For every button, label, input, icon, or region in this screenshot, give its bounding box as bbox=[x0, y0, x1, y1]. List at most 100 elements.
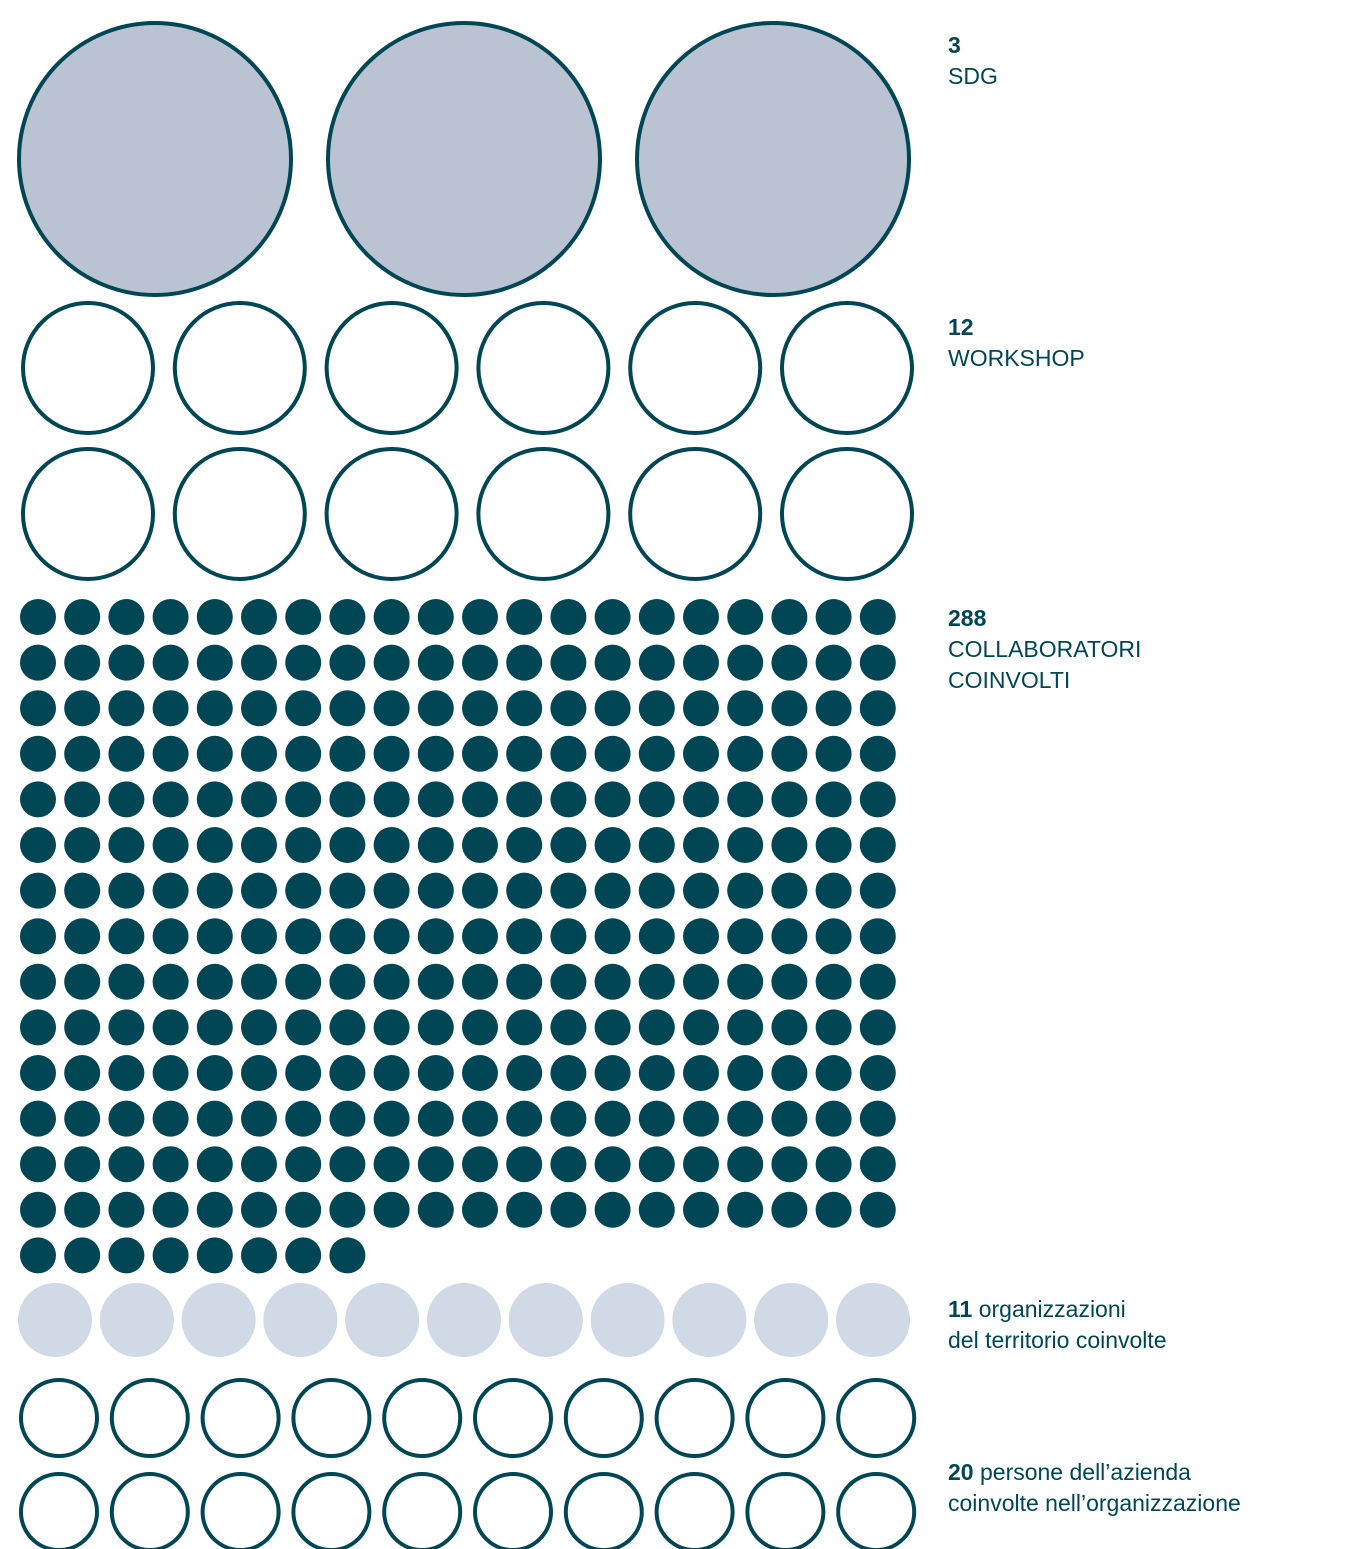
collaboratore-dot bbox=[638, 1146, 675, 1183]
collaboratore-dot bbox=[417, 963, 454, 1000]
organizzazione-circle bbox=[345, 1283, 420, 1357]
persona-circle bbox=[200, 1472, 281, 1549]
collaboratore-dot bbox=[20, 1009, 56, 1046]
organizzazione-circle bbox=[427, 1283, 501, 1357]
collaboratore-dot bbox=[594, 690, 631, 727]
collaboratore-dot bbox=[196, 1146, 233, 1183]
collaboratore-dot bbox=[64, 827, 101, 863]
collaboratore-dot bbox=[683, 735, 719, 772]
collaboratore-dot bbox=[64, 599, 101, 635]
collaboratore-dot bbox=[638, 599, 675, 635]
collaboratore-dot bbox=[594, 599, 631, 635]
workshop-circle bbox=[780, 447, 914, 581]
collaboratore-dot bbox=[462, 827, 498, 863]
collaboratore-dot bbox=[329, 1009, 366, 1046]
persona-circle bbox=[200, 1378, 281, 1458]
workshop-circle bbox=[324, 301, 459, 435]
collaboratore-dot bbox=[373, 1191, 410, 1228]
workshop-circle bbox=[476, 301, 611, 435]
collaboratore-dot bbox=[285, 827, 322, 863]
collaboratore-dot bbox=[152, 1191, 189, 1228]
collaboratore-dot bbox=[241, 644, 277, 681]
collaboratore-dot bbox=[196, 872, 233, 909]
collaboratore-dot bbox=[108, 918, 145, 955]
collaboratore-dot bbox=[771, 735, 808, 772]
collaboratore-dot bbox=[638, 644, 675, 681]
collaboratore-dot bbox=[638, 872, 675, 909]
collaboratore-dot bbox=[285, 872, 322, 909]
collaboratore-dot bbox=[771, 963, 808, 1000]
collaboratore-dot bbox=[462, 1009, 498, 1046]
collaboratore-dot bbox=[462, 1100, 498, 1137]
collaboratore-dot bbox=[550, 599, 587, 635]
collaboratore-dot bbox=[241, 1055, 277, 1091]
collaboratore-dot bbox=[638, 781, 675, 818]
collaboratore-dot bbox=[771, 644, 808, 681]
collaboratore-dot bbox=[506, 1055, 543, 1091]
organizzazione-circle bbox=[99, 1283, 174, 1357]
collaboratore-dot bbox=[20, 1191, 56, 1228]
collaboratore-dot bbox=[771, 1191, 808, 1228]
label-persone-number: 20 bbox=[948, 1459, 974, 1485]
workshop-circle bbox=[21, 301, 155, 435]
organizzazione-circle bbox=[672, 1283, 747, 1357]
collaboratore-dot bbox=[594, 827, 631, 863]
persona-circle bbox=[382, 1472, 463, 1549]
collaboratore-dot bbox=[373, 735, 410, 772]
collaboratore-dot bbox=[417, 1100, 454, 1137]
collaboratore-dot bbox=[241, 918, 277, 955]
label-sdg-text: SDG bbox=[948, 63, 998, 89]
collaboratore-dot bbox=[20, 781, 56, 818]
collaboratore-dot bbox=[196, 918, 233, 955]
collaboratore-dot bbox=[771, 1146, 808, 1183]
collaboratore-dot bbox=[417, 1191, 454, 1228]
collaboratore-dot bbox=[285, 599, 322, 635]
persona-circle bbox=[109, 1378, 190, 1458]
persona-circle bbox=[654, 1378, 735, 1458]
workshop-circle bbox=[172, 447, 307, 581]
persona-circle bbox=[19, 1472, 99, 1549]
collaboratore-dot bbox=[859, 1100, 896, 1137]
label-collaboratori: 288 COLLABORATORI COINVOLTI bbox=[948, 603, 1141, 696]
collaboratore-dot bbox=[815, 1009, 852, 1046]
collaboratore-dot bbox=[771, 1055, 808, 1091]
collaboratore-dot bbox=[550, 1009, 587, 1046]
collaboratore-dot bbox=[683, 781, 719, 818]
collaboratore-dot bbox=[108, 1237, 145, 1274]
collaboratore-dot bbox=[20, 690, 56, 727]
collaboratore-dot bbox=[727, 644, 764, 681]
collaboratore-dot bbox=[196, 690, 233, 727]
collaboratore-dot bbox=[506, 1191, 543, 1228]
persona-circle bbox=[563, 1472, 644, 1549]
collaboratore-dot bbox=[64, 644, 101, 681]
collaboratore-dot bbox=[859, 644, 896, 681]
collaboratore-dot bbox=[20, 1237, 56, 1274]
collaboratore-dot bbox=[20, 599, 56, 635]
collaboratore-dot bbox=[683, 599, 719, 635]
collaboratore-dot bbox=[815, 599, 852, 635]
collaboratore-dot bbox=[108, 1146, 145, 1183]
label-organizzazioni-text-line2: del territorio coinvolte bbox=[948, 1327, 1167, 1353]
organizzazione-circle bbox=[508, 1283, 583, 1357]
collaboratore-dot bbox=[594, 781, 631, 818]
collaboratore-dot bbox=[727, 599, 764, 635]
collaboratore-dot bbox=[417, 781, 454, 818]
collaboratore-dot bbox=[506, 1009, 543, 1046]
collaboratore-dot bbox=[683, 1191, 719, 1228]
collaboratore-dot bbox=[771, 1009, 808, 1046]
collaboratore-dot bbox=[550, 872, 587, 909]
collaboratore-dot bbox=[462, 690, 498, 727]
label-workshop-number: 12 bbox=[948, 314, 974, 340]
workshop-circle bbox=[324, 447, 459, 581]
collaboratore-dot bbox=[594, 1191, 631, 1228]
collaboratore-dot bbox=[683, 1100, 719, 1137]
label-organizzazioni-number: 11 bbox=[948, 1296, 973, 1322]
collaboratore-dot bbox=[506, 644, 543, 681]
collaboratore-dot bbox=[329, 1146, 366, 1183]
collaboratore-dot bbox=[417, 872, 454, 909]
collaboratore-dot bbox=[108, 1191, 145, 1228]
collaboratore-dot bbox=[152, 644, 189, 681]
label-persone-text-line1: persone dell’azienda bbox=[979, 1459, 1191, 1485]
collaboratore-dot bbox=[64, 1191, 101, 1228]
collaboratore-dot bbox=[815, 1191, 852, 1228]
